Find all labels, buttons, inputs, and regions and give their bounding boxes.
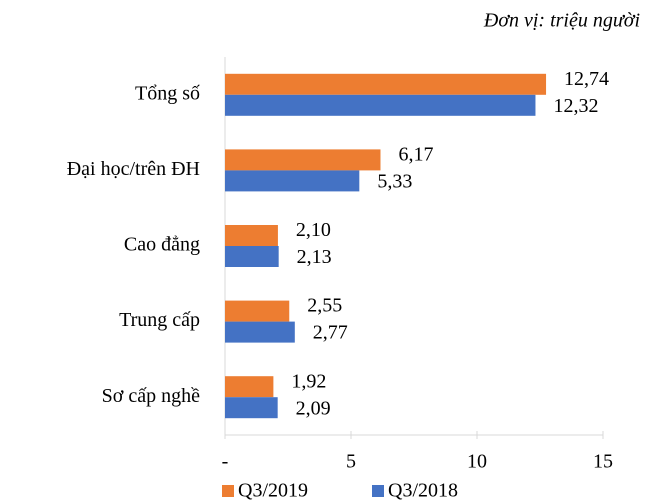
legend-swatch [372,485,384,497]
data-label: 2,13 [297,246,332,268]
bar [225,397,278,419]
bar [225,376,274,398]
data-label: 2,09 [296,397,331,419]
bar [225,225,278,246]
x-tick-label: 10 [467,451,487,473]
x-tick-label: - [222,451,229,473]
bar [225,73,547,95]
bar [225,300,290,322]
y-tick-label: Sơ cấp nghề [102,385,200,407]
y-tick-label: Cao đẳng [124,234,200,256]
legend-label: Q3/2018 [388,480,458,502]
data-label: 2,55 [307,295,342,317]
bar [225,246,279,267]
data-label: 2,77 [313,322,348,344]
legend-label: Q3/2019 [238,480,308,502]
x-tick-label: 5 [346,451,356,473]
y-tick-label: Đại học/trên ĐH [67,158,200,180]
legend-swatch [222,485,234,497]
bar [225,94,536,116]
x-tick-label: 15 [593,451,613,473]
y-tick-label: Trung cấp [119,309,200,331]
bar [225,321,295,343]
data-label: 5,33 [377,170,412,192]
data-label: 12,74 [564,68,609,90]
data-label: 6,17 [398,143,433,165]
y-tick-label: Tổng số [135,82,200,104]
data-label: 1,92 [291,370,326,392]
data-label: 2,10 [296,219,331,241]
bar [225,149,381,171]
data-label: 12,32 [553,95,598,117]
unit-note: Đơn vị: triệu người [483,10,640,32]
bar [225,170,360,192]
